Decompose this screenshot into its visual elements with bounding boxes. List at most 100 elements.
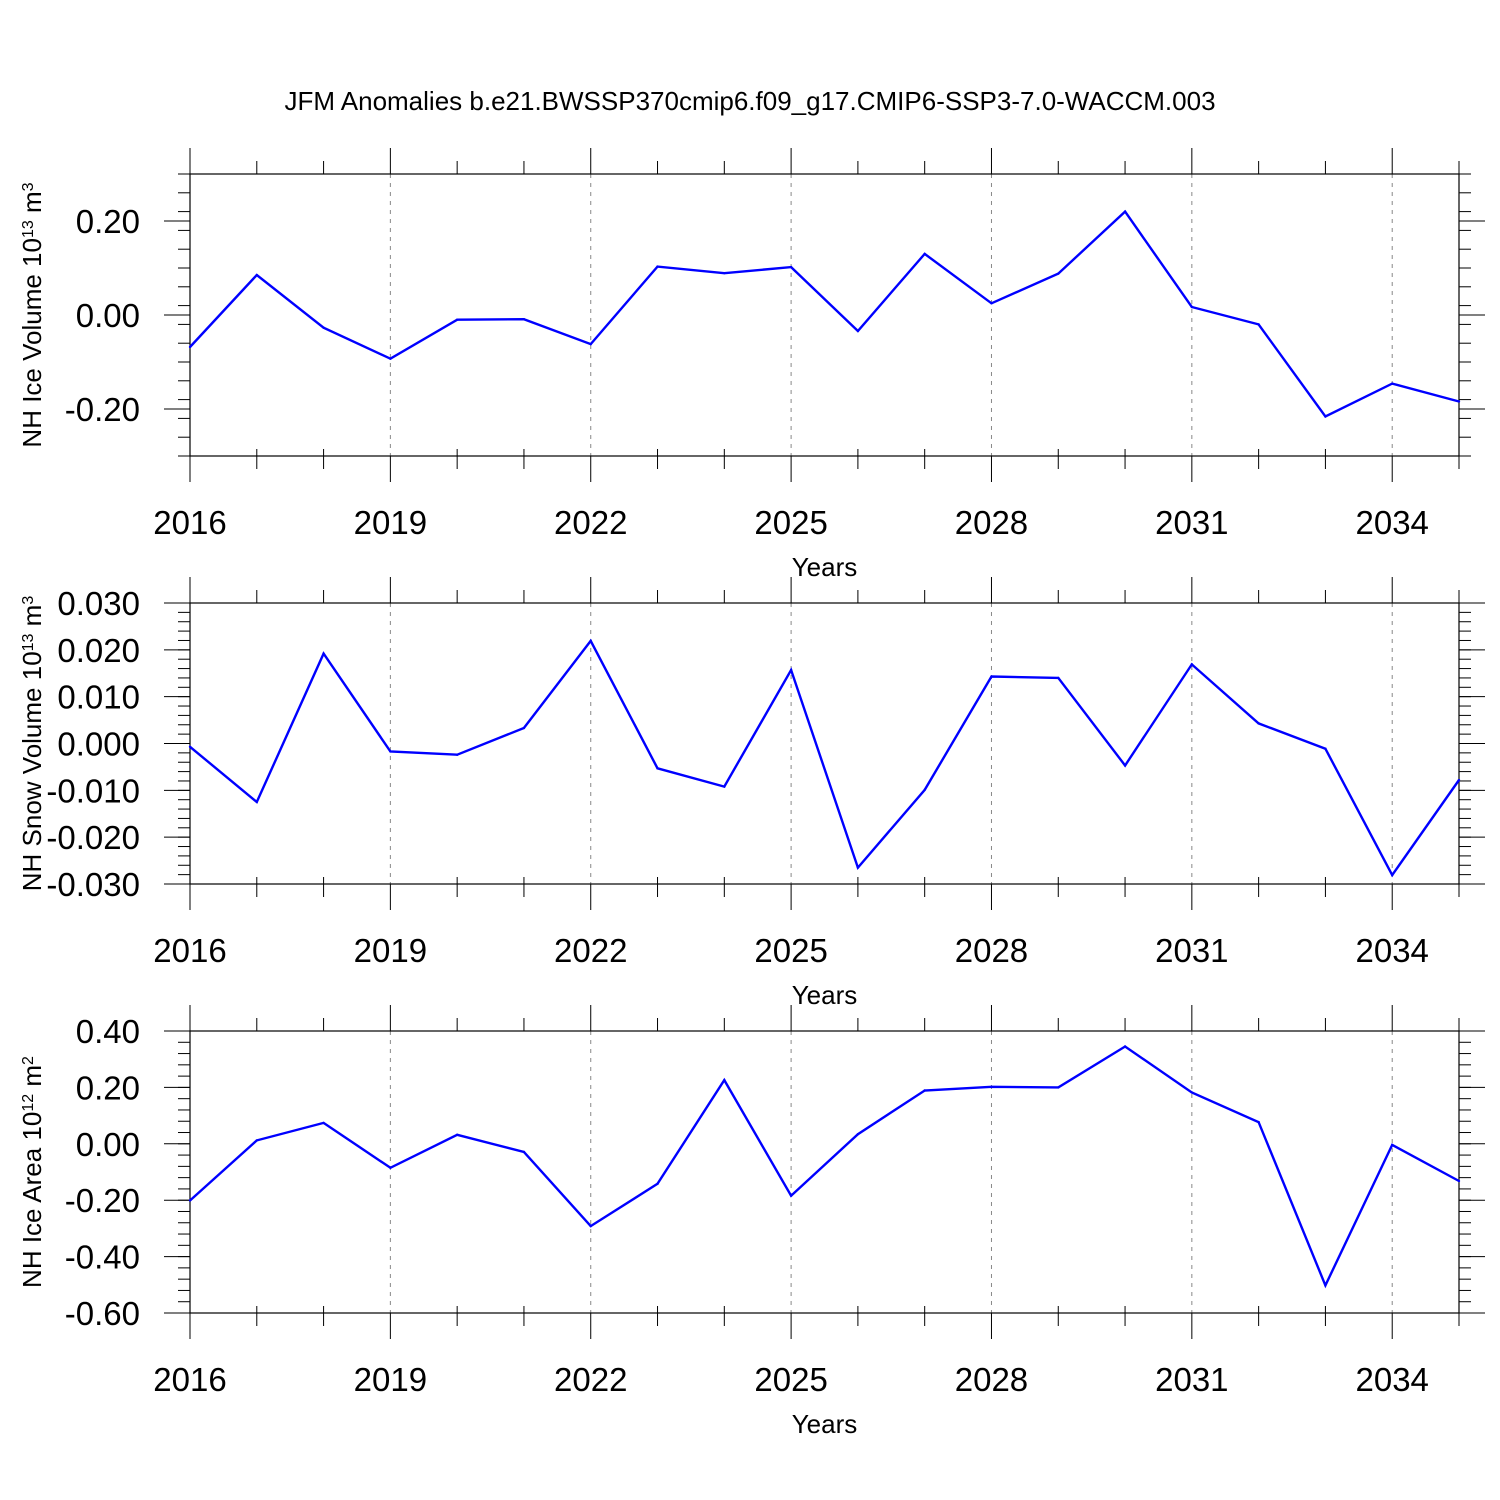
data-point (255, 800, 258, 804)
data-point (1391, 1143, 1394, 1147)
data-point (1257, 1120, 1260, 1124)
y-axis-title-superscript: 3 (20, 596, 37, 605)
data-point (923, 788, 926, 792)
data-point (990, 302, 993, 305)
y-axis-title-part: m (17, 605, 47, 634)
y-tick-label: -0.40 (65, 1239, 140, 1276)
data-point (389, 357, 392, 360)
y-tick-label: 0.010 (57, 679, 140, 716)
y-axis-title-part: m (17, 1065, 47, 1094)
data-point (1457, 400, 1461, 403)
plot-frame (189, 1030, 1460, 1314)
y-axis-title-superscript: 13 (20, 220, 37, 238)
data-point (1190, 663, 1194, 666)
y-tick-label: 0.000 (57, 726, 140, 763)
x-tick-label: 2031 (1155, 504, 1228, 541)
y-tick-label: 0.030 (57, 585, 140, 622)
data-point (389, 750, 392, 753)
y-tick-label: -0.020 (46, 819, 140, 856)
data-point (1391, 382, 1394, 385)
x-tick-label: 2019 (354, 932, 427, 969)
data-point (1257, 722, 1260, 725)
series-line (189, 638, 1460, 878)
data-point (1324, 415, 1327, 418)
data-point (188, 745, 192, 748)
data-point (455, 1133, 459, 1136)
x-tick-label: 2025 (754, 504, 827, 541)
data-point (188, 1199, 192, 1202)
data-point (1057, 676, 1060, 680)
data-point (923, 1089, 926, 1092)
x-axis-title: Years (792, 980, 858, 1010)
data-point (522, 726, 526, 730)
data-point (789, 668, 793, 672)
y-axis-title-part: NH Ice Volume 10 (17, 238, 47, 448)
y-axis-title-part: m (17, 191, 47, 220)
data-point (589, 342, 592, 346)
y-tick-label: -0.20 (65, 391, 140, 428)
data-point (1457, 1179, 1461, 1183)
x-tick-label: 2034 (1355, 932, 1428, 969)
data-point (322, 652, 325, 655)
x-tick-label: 2016 (153, 504, 226, 541)
x-tick-label: 2022 (554, 504, 627, 541)
data-point (656, 265, 659, 268)
data-point (789, 265, 793, 269)
data-point (1190, 305, 1194, 309)
data-point (589, 639, 592, 643)
x-tick-label: 2031 (1155, 932, 1228, 969)
y-axis-title-part: NH Snow Volume 10 (17, 651, 47, 891)
x-axis-title: Years (792, 552, 858, 582)
data-point (990, 675, 993, 678)
x-tick-label: 2028 (955, 932, 1028, 969)
y-tick-label: 0.20 (76, 1069, 140, 1106)
data-point (1324, 1284, 1327, 1287)
data-point (656, 767, 659, 770)
data-point (856, 1133, 860, 1136)
data-point (990, 1085, 993, 1089)
x-tick-label: 2031 (1155, 1361, 1228, 1398)
data-point (589, 1224, 592, 1228)
y-axis-title-superscript: 3 (20, 182, 37, 191)
data-point (1457, 778, 1461, 782)
plot-frame (189, 173, 1460, 457)
data-point (389, 1166, 392, 1169)
data-point (455, 753, 459, 756)
data-point (1123, 1045, 1127, 1048)
data-point (455, 318, 459, 321)
y-tick-label: 0.00 (76, 297, 140, 334)
x-tick-label: 2022 (554, 1361, 627, 1398)
y-axis-title-part: NH Ice Area 10 (17, 1112, 47, 1288)
x-tick-label: 2025 (754, 932, 827, 969)
data-point (1057, 1086, 1060, 1089)
plot-frame (189, 602, 1460, 885)
y-axis-title-superscript: 2 (20, 1056, 37, 1065)
y-tick-label: 0.20 (76, 203, 140, 240)
x-tick-label: 2034 (1355, 1361, 1428, 1398)
y-tick-label: -0.010 (46, 772, 140, 809)
x-tick-label: 2019 (354, 504, 427, 541)
x-tick-label: 2019 (354, 1361, 427, 1398)
y-axis-title-superscript: 13 (20, 633, 37, 651)
y-tick-label: -0.030 (46, 866, 140, 903)
x-tick-label: 2016 (153, 1361, 226, 1398)
data-point (1324, 747, 1327, 750)
x-tick-label: 2016 (153, 932, 226, 969)
x-axis-title: Years (792, 1409, 858, 1439)
x-tick-label: 2028 (955, 504, 1028, 541)
data-point (322, 1121, 325, 1125)
y-tick-label: -0.60 (65, 1295, 140, 1332)
data-point (522, 318, 526, 321)
y-tick-label: 0.020 (57, 632, 140, 669)
data-point (723, 785, 726, 788)
data-point (856, 866, 860, 869)
y-tick-label: 0.00 (76, 1126, 140, 1163)
data-point (656, 1182, 659, 1186)
y-axis-title: NH Ice Volume 1013 m3 (17, 182, 47, 447)
data-point (1257, 323, 1260, 326)
data-point (255, 1139, 258, 1142)
y-tick-label: -0.20 (65, 1182, 140, 1219)
data-point (522, 1150, 526, 1154)
x-tick-label: 2025 (754, 1361, 827, 1398)
